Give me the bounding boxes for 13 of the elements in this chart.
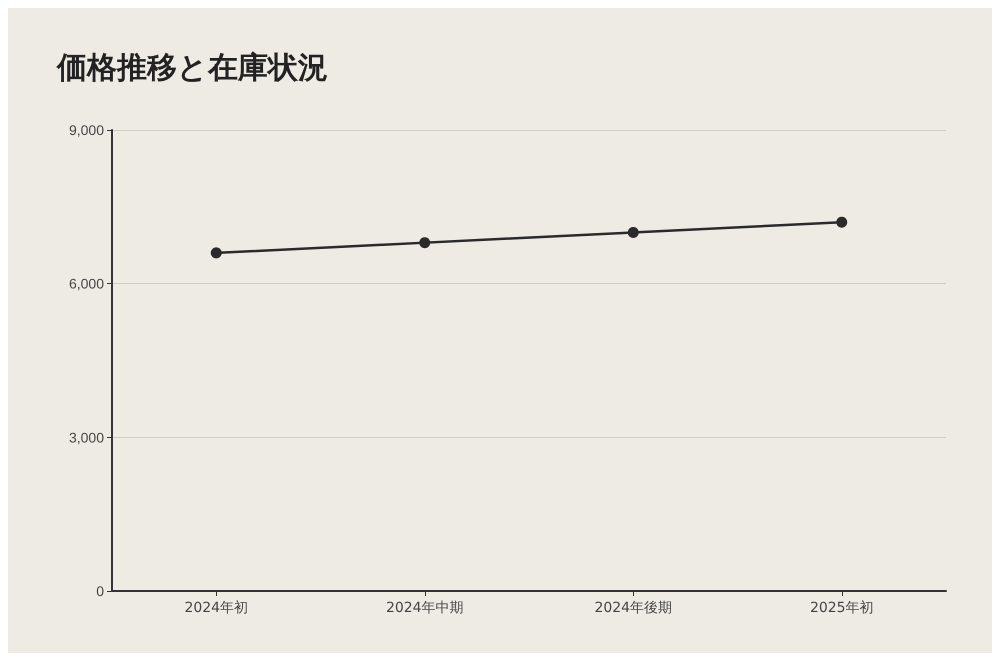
chart-title: 価格推移と在庫状況	[56, 50, 328, 86]
y-tick-label: 3,000	[68, 429, 104, 446]
y-tick-label: 0	[96, 583, 104, 599]
y-tick-label: 9,000	[68, 122, 104, 138]
point	[210, 247, 222, 258]
x-tick-label: 2024年後期	[594, 600, 672, 616]
point	[628, 226, 639, 238]
y-tick-label: 6,000	[68, 276, 104, 292]
x-tick-label: 2024年中期	[386, 600, 464, 616]
x-tick-label: 2025年初	[810, 600, 874, 616]
point	[419, 237, 430, 248]
point	[836, 216, 848, 228]
x-tick-label: 2024年初	[184, 600, 248, 616]
